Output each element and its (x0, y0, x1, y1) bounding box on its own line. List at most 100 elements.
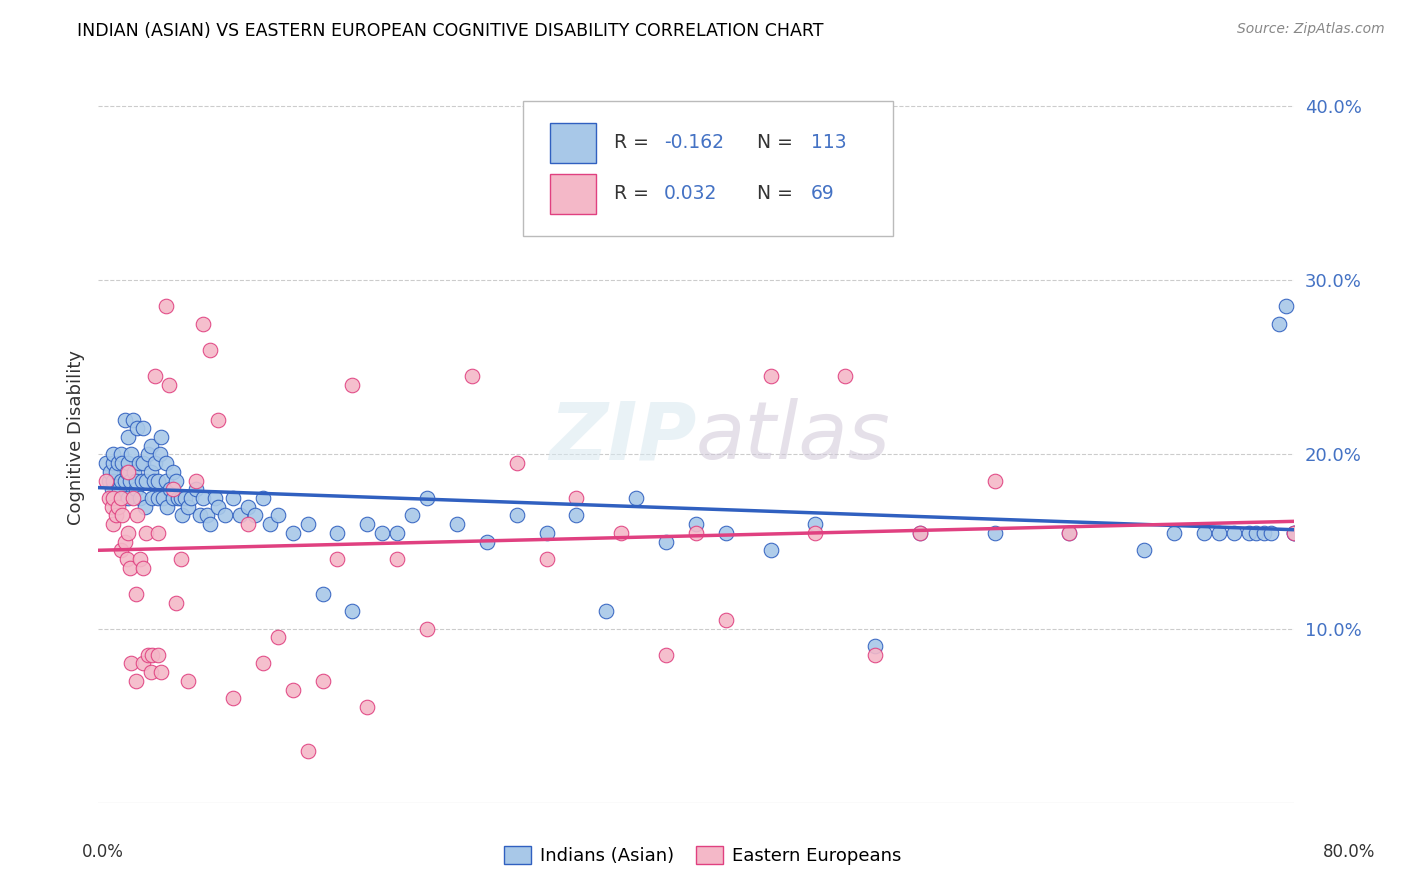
Point (184, 483, 207, 497)
Point (117, 456, 139, 470)
Point (655, 648, 678, 662)
Point (1059, 525, 1081, 540)
Point (595, 604, 617, 618)
Point (714, 613, 737, 627)
Point (141, 648, 163, 662)
Point (125, 474, 148, 488)
Point (103, 474, 125, 488)
Point (98, 465, 122, 479)
Point (136, 648, 159, 662)
Point (475, 534, 498, 549)
Point (416, 622, 439, 636)
Point (908, 525, 931, 540)
Point (461, 369, 484, 384)
Point (865, 639, 887, 653)
Point (165, 474, 187, 488)
Point (107, 500, 129, 514)
Point (222, 691, 245, 706)
Point (101, 483, 124, 497)
Point (984, 474, 1007, 488)
Point (207, 500, 229, 514)
Point (111, 456, 134, 470)
Point (804, 525, 827, 540)
Point (1260, 525, 1282, 540)
Point (229, 508, 252, 523)
Point (252, 491, 274, 505)
Point (1059, 525, 1081, 540)
Point (166, 491, 188, 505)
Point (1163, 525, 1185, 540)
Text: N =: N = (745, 185, 799, 203)
Point (184, 474, 207, 488)
Point (103, 491, 125, 505)
Point (165, 595, 187, 609)
Point (222, 491, 245, 505)
Point (121, 491, 143, 505)
Text: 0.032: 0.032 (664, 185, 717, 203)
Point (162, 491, 184, 505)
Point (371, 525, 394, 540)
Point (101, 500, 124, 514)
Point (107, 456, 129, 470)
Point (259, 517, 281, 532)
Point (105, 508, 128, 523)
Point (156, 500, 179, 514)
Point (1192, 525, 1215, 540)
Point (685, 517, 707, 532)
Point (188, 508, 211, 523)
Point (297, 517, 319, 532)
Point (177, 500, 200, 514)
Point (865, 648, 887, 662)
Point (401, 508, 423, 523)
Text: R =: R = (613, 133, 654, 153)
Text: -0.162: -0.162 (664, 133, 724, 153)
Point (506, 456, 529, 470)
Point (180, 491, 202, 505)
Point (128, 456, 150, 470)
Text: atlas: atlas (696, 398, 891, 476)
Point (155, 300, 177, 314)
Point (103, 456, 125, 470)
Point (110, 448, 132, 462)
Point (214, 508, 236, 523)
Text: 113: 113 (811, 133, 846, 153)
FancyBboxPatch shape (550, 122, 596, 163)
Point (103, 517, 125, 532)
Point (136, 448, 159, 462)
Point (125, 483, 148, 497)
Point (1282, 525, 1305, 540)
Point (148, 474, 170, 488)
Point (174, 491, 197, 505)
Point (97, 474, 120, 488)
Point (1208, 525, 1230, 540)
Point (759, 543, 782, 558)
Point (132, 657, 155, 671)
Point (120, 657, 142, 671)
Point (236, 517, 259, 532)
Point (127, 421, 149, 435)
Point (172, 508, 194, 523)
Point (326, 552, 349, 566)
Point (135, 474, 157, 488)
Point (177, 673, 200, 688)
Point (114, 474, 136, 488)
Point (135, 525, 157, 540)
Point (1133, 543, 1156, 558)
Point (121, 412, 143, 426)
Point (169, 491, 191, 505)
Point (114, 412, 136, 426)
Point (1275, 300, 1298, 314)
Point (110, 474, 132, 488)
Point (416, 491, 439, 505)
Point (110, 543, 132, 558)
Point (804, 517, 827, 532)
Point (159, 483, 181, 497)
Point (200, 517, 222, 532)
Point (115, 552, 138, 566)
Point (125, 673, 148, 688)
Point (162, 483, 184, 497)
Text: 80.0%: 80.0% (1323, 843, 1375, 861)
Point (129, 552, 152, 566)
Point (1223, 525, 1246, 540)
Point (97, 491, 120, 505)
